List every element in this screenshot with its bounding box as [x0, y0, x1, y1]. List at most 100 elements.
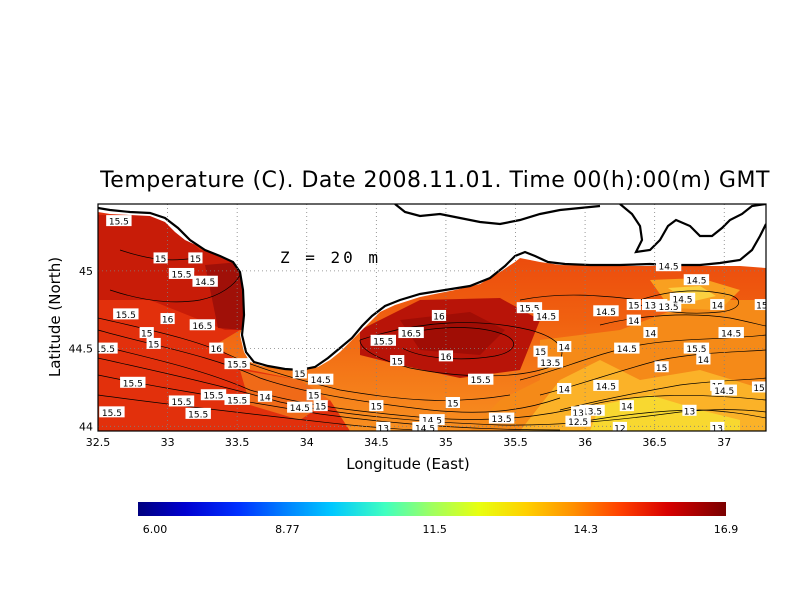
y-tick-label: 44	[79, 420, 93, 433]
contour-label: 15	[445, 397, 460, 410]
contour-label: 14.5	[718, 327, 744, 340]
contour-label: 15	[188, 252, 203, 265]
contour-label: 15	[313, 400, 328, 413]
svg-text:13.5: 13.5	[492, 415, 512, 425]
x-axis-ticks: 32.5 33 33.5 34 34.5 35 35.5 36 36.5 37	[86, 436, 732, 449]
svg-text:13.5: 13.5	[582, 407, 602, 417]
contour-label: 13	[376, 421, 391, 431]
contour-label: 15	[751, 381, 766, 394]
depth-label: Z = 20 m	[280, 248, 381, 267]
contour-label: 14	[643, 327, 658, 340]
contour-label: 13	[682, 404, 697, 417]
svg-text:14.5: 14.5	[415, 424, 435, 434]
svg-text:13.5: 13.5	[540, 359, 560, 369]
contour-label: 15.5	[168, 395, 195, 408]
svg-text:15: 15	[371, 403, 382, 413]
x-tick-label: 37	[717, 436, 731, 449]
contour-label: 12.5	[565, 415, 591, 428]
svg-text:15.5: 15.5	[227, 361, 247, 371]
contour-label: 15.5	[516, 302, 543, 315]
svg-text:15.5: 15.5	[471, 376, 491, 386]
colorbar-tick-label: 11.5	[422, 523, 447, 536]
svg-text:15.5: 15.5	[203, 392, 223, 402]
svg-text:13: 13	[684, 407, 695, 417]
svg-text:12.5: 12.5	[568, 418, 588, 428]
contour-label: 16.5	[189, 319, 216, 332]
svg-text:15: 15	[447, 400, 458, 410]
svg-text:15: 15	[535, 348, 546, 358]
contour-label: 15.5	[106, 215, 132, 228]
contour-label: 15.5	[185, 407, 211, 420]
x-tick-label: 35	[439, 436, 453, 449]
x-tick-label: 34.5	[364, 436, 389, 449]
svg-text:14.5: 14.5	[659, 263, 679, 273]
svg-text:15.5: 15.5	[102, 409, 122, 419]
svg-text:13: 13	[712, 424, 723, 434]
contour-label: 15.5	[224, 393, 250, 406]
svg-text:14.5: 14.5	[721, 330, 741, 340]
contour-label: 14.5	[192, 275, 218, 288]
contour-label: 14.5	[533, 309, 559, 322]
svg-text:14: 14	[698, 356, 710, 366]
contour-label: 15.5	[95, 342, 118, 355]
contour-label: 14.5	[307, 373, 334, 386]
plot-frame	[97, 203, 767, 432]
contour-label: 14.5	[287, 401, 313, 414]
contour-label: 13.5	[488, 412, 515, 425]
contour-label: 13	[571, 406, 586, 419]
svg-text:15.5: 15.5	[123, 379, 143, 389]
contour-label: 16	[209, 342, 224, 355]
svg-text:15.5: 15.5	[95, 345, 115, 355]
contour-label: 15	[139, 327, 154, 340]
svg-text:15.5: 15.5	[109, 218, 129, 228]
contour-label: 14.5	[412, 421, 438, 434]
contour-label: 15.5	[370, 334, 396, 347]
svg-text:14.5: 14.5	[195, 278, 215, 288]
svg-text:14.5: 14.5	[686, 277, 706, 287]
contour-label: 15	[390, 355, 405, 368]
svg-text:15.5: 15.5	[171, 398, 191, 408]
svg-text:13: 13	[572, 409, 583, 419]
svg-text:14.5: 14.5	[672, 295, 692, 305]
svg-text:15: 15	[315, 403, 326, 413]
contour-label: 14	[710, 299, 725, 312]
svg-text:16: 16	[440, 353, 452, 363]
contour-label: 14.5	[669, 292, 696, 305]
svg-text:14: 14	[628, 317, 640, 327]
contour-label: 15	[306, 389, 321, 402]
y-axis-ticks: 44 44.5 45	[69, 265, 94, 433]
svg-text:14.5: 14.5	[596, 308, 616, 318]
svg-text:15.5: 15.5	[116, 311, 136, 321]
svg-text:15.5: 15.5	[227, 396, 247, 406]
contour-label: 16	[438, 350, 454, 363]
land-mask	[98, 204, 766, 370]
svg-text:14: 14	[558, 386, 570, 396]
contour-label: 16	[431, 309, 447, 322]
x-axis-label: Longitude (East)	[346, 455, 469, 473]
svg-text:14.5: 14.5	[311, 376, 331, 386]
x-tick-label: 33.5	[225, 436, 250, 449]
svg-text:16: 16	[211, 345, 223, 355]
svg-text:15: 15	[391, 358, 402, 368]
contour-label: 15	[146, 337, 161, 350]
svg-text:12: 12	[614, 424, 625, 434]
colorbar-tick-label: 16.9	[714, 523, 739, 536]
contour-label: 15.5	[200, 389, 227, 402]
svg-text:15.5: 15.5	[686, 345, 706, 355]
contour-label: 15.5	[683, 342, 710, 355]
colorbar	[138, 502, 726, 516]
svg-text:14.5: 14.5	[536, 312, 556, 322]
x-tick-label: 36.5	[642, 436, 667, 449]
contour-label: 14	[696, 353, 711, 366]
svg-text:14.5: 14.5	[290, 404, 310, 414]
contour-label: 14	[626, 314, 641, 327]
svg-text:16: 16	[433, 312, 445, 322]
contour-label: 14.5	[655, 260, 682, 273]
contour-label: 15.5	[468, 373, 494, 386]
contour-label: 13.5	[537, 356, 563, 369]
colorbar-ticks: 6.00 8.77 11.5 14.3 16.9	[143, 523, 739, 536]
svg-text:14.5: 14.5	[714, 387, 734, 397]
svg-text:14: 14	[259, 393, 271, 403]
